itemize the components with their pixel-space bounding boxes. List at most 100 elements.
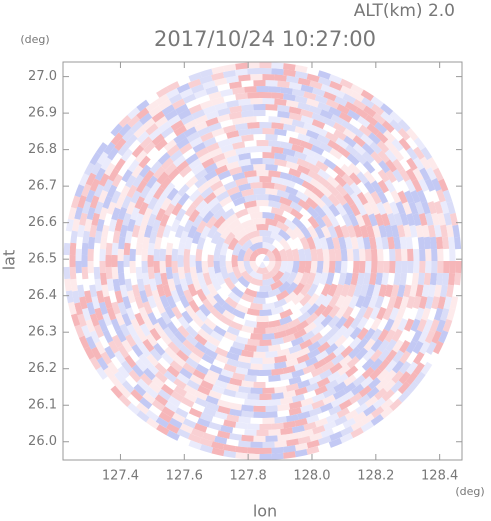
echo-cell [105,242,113,256]
echo-cell [143,317,155,332]
echo-cell [238,152,251,161]
echo-cell [172,98,186,110]
echo-cell [262,357,275,364]
echo-cell [141,260,149,274]
echo-cell [287,318,301,329]
echo-cell [326,325,340,339]
echo-cell [160,126,175,139]
echo-cell [271,270,285,283]
echo-cell [197,328,211,341]
echo-cell [372,224,382,238]
echo-cell [247,369,260,376]
echo-cell [127,107,141,120]
echo-cell [271,446,284,454]
echo-cell [135,179,148,194]
echo-cell [166,430,180,441]
echo-cell [171,260,179,274]
echo-cell [418,329,429,344]
echo-cell [306,206,320,219]
echo-cell [277,110,291,119]
echo-cell [197,181,211,194]
echo-cell [317,101,331,112]
echo-cell [387,212,397,227]
echo-cell [249,212,263,220]
echo-cell [288,407,302,416]
echo-cell [424,212,434,226]
echo-cell [223,419,237,428]
echo-cell [399,339,411,354]
echo-cell [375,272,383,286]
echo-cell [235,421,248,430]
echo-cell [327,193,341,207]
echo-cell [322,260,330,274]
echo-cell [98,189,109,204]
echo-cell [327,370,341,383]
echo-cell [276,348,291,357]
echo-cell [237,234,251,247]
echo-cell [278,248,288,262]
echo-cell [106,307,117,321]
echo-cell [316,134,331,145]
echo-cell [118,385,132,399]
echo-cell [201,260,209,274]
echo-cell [419,156,432,171]
echo-cell [340,248,348,262]
echo-cell [93,184,105,198]
echo-cell [136,107,150,120]
echo-cell [223,450,237,459]
echo-cell [314,94,329,105]
echo-cell [340,260,348,274]
echo-cell [120,360,134,374]
echo-cell [227,271,239,285]
echo-cell [340,85,354,97]
echo-cell [130,207,140,221]
echo-cell [412,351,425,365]
echo-cell [285,185,299,196]
echo-cell [413,371,426,385]
echo-cell [156,224,166,239]
echo-cell [376,201,387,216]
echo-cell [279,271,291,285]
echo-cell [343,374,357,387]
echo-cell [184,236,194,250]
echo-cell [297,411,311,420]
echo-cell [98,301,109,315]
echo-cell [449,212,459,226]
echo-cell [299,302,313,315]
echo-cell [431,330,442,344]
echo-cell [318,435,332,446]
echo-cell [364,114,379,127]
echo-cell [232,171,246,181]
echo-cell [117,260,125,274]
echo-cell [265,411,278,418]
echo-cell [419,167,431,181]
echo-cell [235,122,248,131]
echo-cell [355,107,369,120]
echo-cell [297,77,311,87]
echo-cell [164,305,176,319]
echo-cell [355,347,369,361]
echo-cell [175,208,187,222]
echo-cell [111,173,123,188]
echo-cell [283,69,297,77]
echo-cell [141,248,149,262]
echo-cell [339,354,353,368]
echo-cell [211,127,225,138]
echo-cell [320,194,334,208]
echo-cell [331,236,341,250]
echo-cell [139,397,153,410]
echo-cell [320,283,332,297]
echo-cell [183,289,194,303]
echo-cell [286,75,299,84]
echo-cell [247,338,260,346]
echo-cell [283,420,296,429]
echo-cell [356,306,368,320]
echo-cell [268,374,281,382]
echo-cell [173,132,187,145]
echo-cell [377,328,390,343]
echo-cell [297,102,311,111]
echo-cell [84,218,93,232]
echo-cell [363,202,374,216]
echo-cell [221,301,236,314]
echo-cell [238,416,251,424]
